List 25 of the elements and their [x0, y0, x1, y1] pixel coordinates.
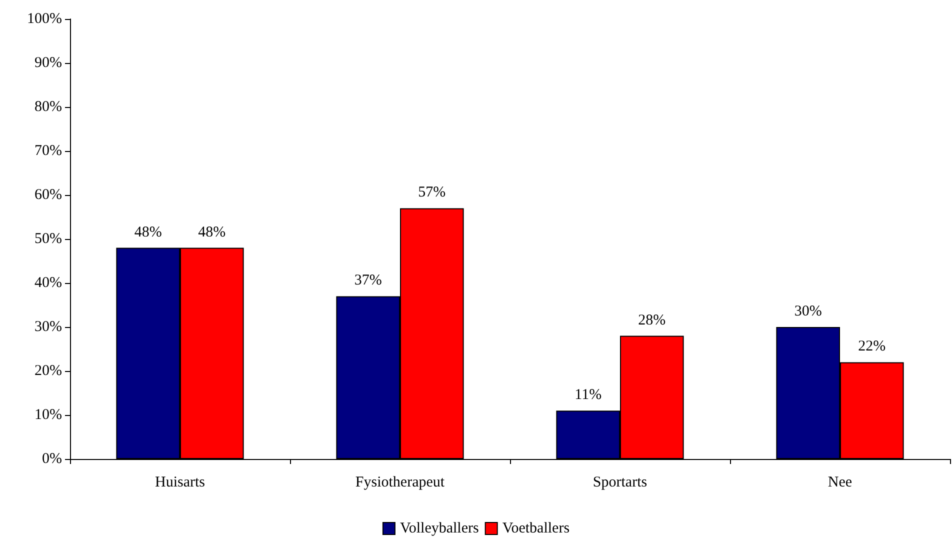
y-tick-label: 60%: [34, 187, 62, 203]
y-tick-label: 100%: [27, 11, 62, 27]
data-label: 48%: [134, 224, 162, 240]
legend-label: Voetballers: [502, 520, 570, 536]
data-label: 30%: [794, 304, 822, 320]
y-tick-label: 90%: [34, 55, 62, 71]
data-label: 22%: [858, 338, 886, 355]
x-tick-label: Fysiotherapeut: [355, 474, 446, 490]
y-tick-label: 20%: [34, 363, 62, 379]
y-tick-label: 50%: [34, 231, 62, 247]
data-label: 11%: [574, 387, 602, 404]
data-label: 57%: [418, 184, 446, 201]
y-tick-label: 40%: [34, 275, 62, 291]
y-tick-label: 0%: [42, 451, 62, 467]
y-tick-label: 10%: [34, 407, 62, 423]
x-tick-label: Nee: [828, 474, 852, 490]
data-label: 28%: [638, 312, 666, 328]
x-tick-label: Sportarts: [592, 474, 648, 490]
y-tick-label: 30%: [34, 319, 62, 335]
data-label: 37%: [354, 272, 382, 289]
data-label: 48%: [198, 224, 226, 240]
y-tick-label: 70%: [34, 143, 62, 159]
x-tick-label: Huisarts: [155, 474, 206, 490]
y-tick-label: 80%: [34, 99, 62, 115]
legend-label: Volleyballers: [400, 520, 479, 536]
